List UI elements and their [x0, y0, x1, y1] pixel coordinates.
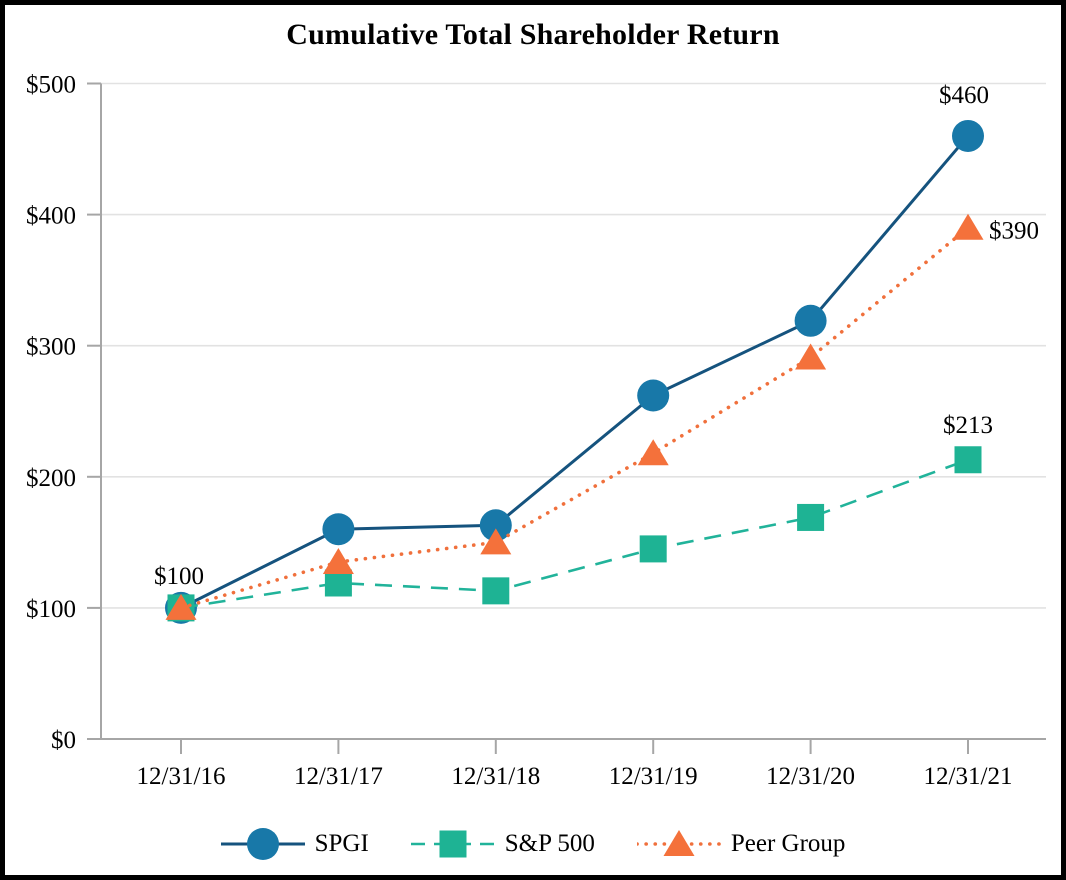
triangle-marker: [663, 830, 695, 856]
data-label: $460: [939, 82, 989, 109]
x-tick-label: 12/31/16: [137, 763, 226, 790]
data-label: $100: [154, 563, 204, 590]
legend-item-peer-group: Peer Group: [636, 826, 846, 862]
triangle-marker: [165, 593, 197, 620]
legend-swatch: [636, 830, 721, 856]
legend-swatch: [220, 828, 305, 860]
x-tick-label: 12/31/17: [294, 763, 383, 790]
y-tick-label: $0: [51, 727, 76, 754]
legend-item-s-p-500: S&P 500: [410, 826, 595, 862]
y-tick-label: $300: [26, 334, 76, 361]
legend-label: S&P 500: [504, 830, 595, 857]
square-marker: [639, 535, 667, 563]
chart-legend: SPGI S&P 500 Peer Group: [5, 821, 1061, 867]
legend-label: Peer Group: [730, 830, 846, 857]
square-marker: [797, 503, 825, 531]
series-line: [180, 458, 969, 610]
x-tick-label: 12/31/21: [924, 763, 1013, 790]
legend-item-spgi: SPGI: [220, 826, 369, 862]
square-marker: [482, 577, 510, 605]
triangle-marker: [480, 528, 512, 555]
circle-marker: [952, 119, 984, 152]
triangle-marker: [795, 343, 827, 370]
triangle-marker: [322, 548, 354, 575]
triangle-marker: [637, 439, 669, 466]
data-label: $213: [943, 412, 993, 439]
legend-label: SPGI: [314, 830, 369, 857]
data-label: $390: [989, 218, 1039, 245]
series-line: [179, 225, 970, 610]
circle-marker: [246, 828, 279, 860]
series-line: [180, 134, 970, 610]
x-tick-label: 12/31/18: [451, 763, 540, 790]
triangle-marker: [952, 213, 984, 240]
circle-marker: [479, 509, 512, 542]
circle-marker: [322, 513, 355, 546]
square-marker: [439, 830, 467, 858]
chart-title: Cumulative Total Shareholder Return: [286, 18, 780, 51]
y-tick-label: $100: [26, 596, 76, 623]
y-tick-label: $500: [26, 72, 76, 99]
x-tick-label: 12/31/19: [609, 763, 698, 790]
y-tick-label: $200: [26, 465, 76, 492]
x-tick-label: 12/31/20: [766, 763, 855, 790]
y-tick-label: $400: [26, 203, 76, 230]
legend-swatch: [410, 830, 495, 858]
circle-marker: [794, 304, 827, 337]
square-marker: [954, 446, 982, 474]
circle-marker: [637, 379, 670, 412]
chart-canvas: $0 $100 $200 $300 $400 $500 12/31/16 12/31/17 12…: [26, 72, 1046, 790]
